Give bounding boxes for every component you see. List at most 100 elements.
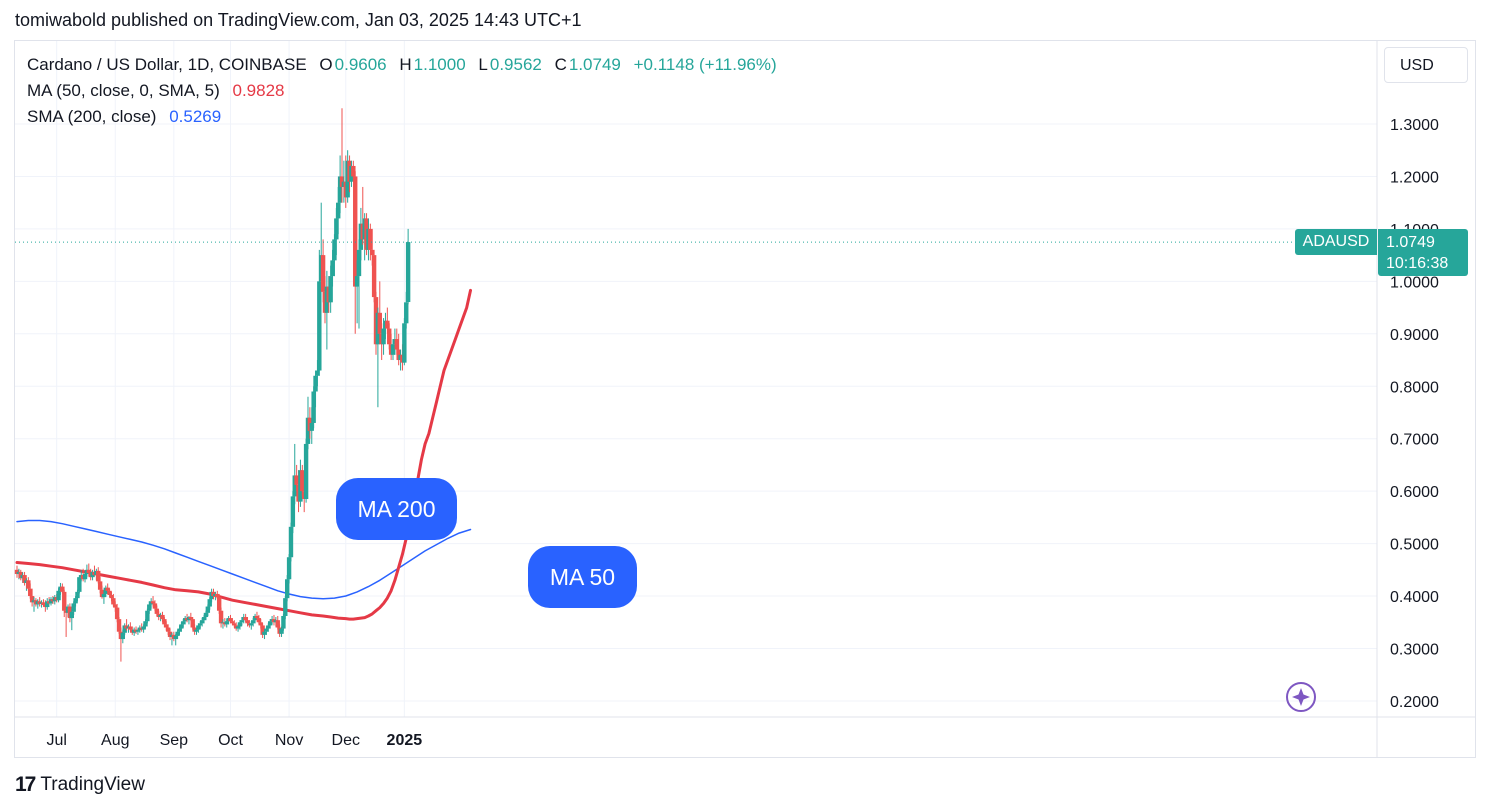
tradingview-mark-icon: 17 [15, 773, 36, 796]
sma200-path [16, 519, 472, 600]
candle-body [250, 620, 256, 624]
candle-body [405, 242, 411, 303]
candle-body [387, 328, 392, 345]
sma200-line [16, 519, 472, 600]
candle-body [284, 579, 290, 599]
candle-body [404, 302, 409, 324]
candle-body [62, 591, 67, 611]
candle-body [188, 617, 194, 620]
currency-button[interactable]: USD [1384, 47, 1468, 83]
candle-body [283, 598, 288, 616]
legend-low-label: L [478, 55, 488, 74]
tradingview-logo[interactable]: 17 TradingView [15, 773, 145, 797]
x-tick-label: Jul [46, 732, 66, 749]
candle-body [143, 621, 148, 627]
annotation-ma50[interactable]: MA 50 [528, 546, 637, 608]
candle-body [96, 570, 101, 582]
candle-body [218, 610, 224, 624]
candle-body [351, 165, 356, 177]
candle-body [122, 625, 127, 633]
candle-body [99, 589, 105, 598]
tradingview-name: TradingView [40, 774, 145, 795]
candle-body [154, 608, 160, 614]
y-tick-label: 0.6000 [1390, 484, 1439, 501]
candle-body [179, 624, 184, 629]
candle-body [164, 624, 169, 628]
candle-body [256, 618, 262, 623]
x-tick-label: Dec [332, 732, 360, 749]
y-tick-label: 0.2000 [1390, 694, 1439, 711]
legend-close-label: C [554, 55, 567, 74]
candle-body [105, 587, 110, 591]
symbol-tag: ADAUSD [1295, 229, 1377, 255]
candle-body [196, 625, 201, 630]
candle-body [381, 328, 386, 345]
candle-body [215, 593, 220, 598]
legend-high-label: H [399, 55, 412, 74]
candle-body [181, 621, 186, 625]
candle-body [237, 622, 243, 627]
candle-body [26, 580, 31, 589]
ma50-path [15, 288, 472, 621]
legend-symbol[interactable]: Cardano / US Dollar, 1D, COINBASE [27, 55, 307, 74]
candle-body [377, 312, 382, 334]
candle-body [332, 239, 337, 261]
candle-body [235, 626, 241, 629]
candle-body [101, 593, 107, 598]
candle-body [315, 370, 320, 376]
legend-sma200[interactable]: SMA (200, close) 0.5269 [27, 107, 223, 127]
candle-body [120, 632, 126, 640]
candle-body [201, 617, 207, 621]
candle-body [73, 598, 78, 604]
candle-body [243, 617, 248, 621]
candle-body [249, 623, 254, 626]
candle-body [292, 475, 297, 497]
candle-body [371, 255, 377, 298]
candle-body [199, 620, 205, 624]
candle-body [45, 601, 50, 608]
candle-body [353, 176, 358, 287]
candle-body [258, 622, 263, 626]
candle-body [167, 631, 173, 637]
legend-open-label: O [319, 55, 333, 74]
grid [15, 41, 1377, 717]
bar-countdown: 10:16:38 [1386, 255, 1449, 272]
candle-body [328, 276, 333, 303]
candle-body [116, 619, 122, 632]
candle-body [77, 577, 82, 592]
candle-body [239, 620, 245, 623]
candle-body [262, 631, 267, 635]
legend-high-value: 1.1000 [413, 55, 466, 74]
candle-body [194, 629, 199, 632]
last-price-value: 1.0749 [1386, 234, 1435, 251]
annotation-ma200[interactable]: MA 200 [336, 478, 457, 540]
y-tick-label: 0.5000 [1390, 537, 1439, 554]
candle-body [317, 281, 322, 371]
legend-ma50[interactable]: MA (50, close, 0, SMA, 5) 0.9828 [27, 81, 286, 101]
candle-body [207, 599, 212, 607]
candle-body [69, 611, 74, 619]
candle-body [205, 606, 211, 613]
candle-body [356, 249, 362, 277]
legend-ma50-value: 0.9828 [232, 81, 285, 100]
candle-body [141, 626, 146, 630]
y-tick-label: 0.3000 [1390, 642, 1439, 659]
candle-body [228, 618, 233, 622]
y-tick-label: 0.9000 [1390, 327, 1439, 344]
candle-body [294, 475, 299, 485]
candle-body [203, 612, 209, 618]
candle-body [109, 595, 114, 599]
candle-body [22, 575, 27, 583]
candle-body [390, 344, 396, 355]
candle-body [173, 635, 178, 640]
candle-body [177, 628, 182, 632]
candle-body [266, 625, 271, 629]
candle-body [309, 422, 314, 431]
publisher-line: tomiwabold published on TradingView.com,… [15, 10, 582, 30]
candle-body [354, 276, 360, 287]
x-axis: Jul Aug Sep Oct Nov Dec 2025 [15, 716, 1475, 749]
sparkle-icon[interactable] [1286, 682, 1316, 712]
candle-body [75, 591, 80, 599]
candle-body [385, 320, 390, 329]
